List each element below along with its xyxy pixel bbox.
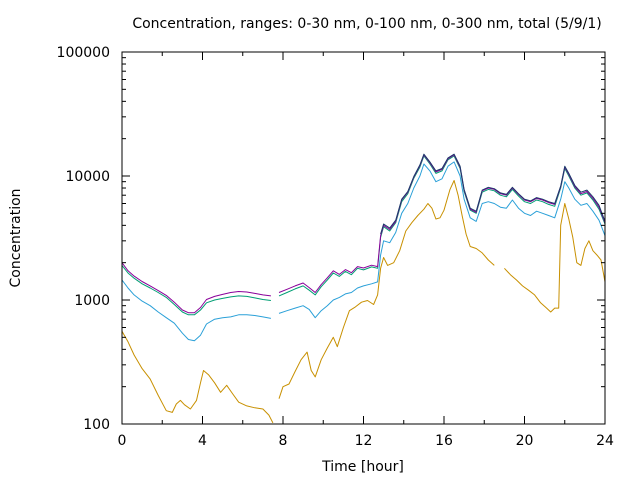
tick-layer: 0 4 8 12 16 20 24 100 1000 10000 100000 [57, 45, 614, 449]
y-tick-label: 100000 [57, 45, 110, 61]
series-line-2-0 [121, 265, 271, 316]
x-tick-label: 12 [355, 433, 373, 449]
x-tick-label: 24 [596, 433, 614, 449]
series-line-3-0 [121, 262, 271, 314]
x-tick-label: 16 [435, 433, 453, 449]
y-tick-label: 100 [83, 417, 110, 433]
x-tick-label: 20 [516, 433, 534, 449]
x-tick-label: 0 [118, 433, 127, 449]
series-line-0-0 [121, 330, 274, 424]
y-axis-label: Concentration [8, 188, 24, 287]
y-tick-label: 1000 [74, 293, 110, 309]
y-tick-label: 10000 [65, 169, 110, 185]
chart-title: Concentration, ranges: 0-30 nm, 0-100 nm… [132, 16, 601, 32]
series-line-4-0 [380, 153, 606, 235]
series-line-2-1 [278, 155, 606, 297]
series-line-3-1 [278, 154, 606, 293]
series-line-1-1 [278, 161, 606, 319]
x-tick-label: 8 [279, 433, 288, 449]
x-tick-label: 4 [198, 433, 207, 449]
series-line-0-2 [504, 203, 606, 313]
series-line-0-1 [278, 180, 495, 399]
x-axis-label: Time [hour] [321, 459, 404, 475]
series-line-1-0 [121, 279, 271, 342]
series-layer [121, 153, 606, 424]
plot-frame [121, 51, 606, 425]
